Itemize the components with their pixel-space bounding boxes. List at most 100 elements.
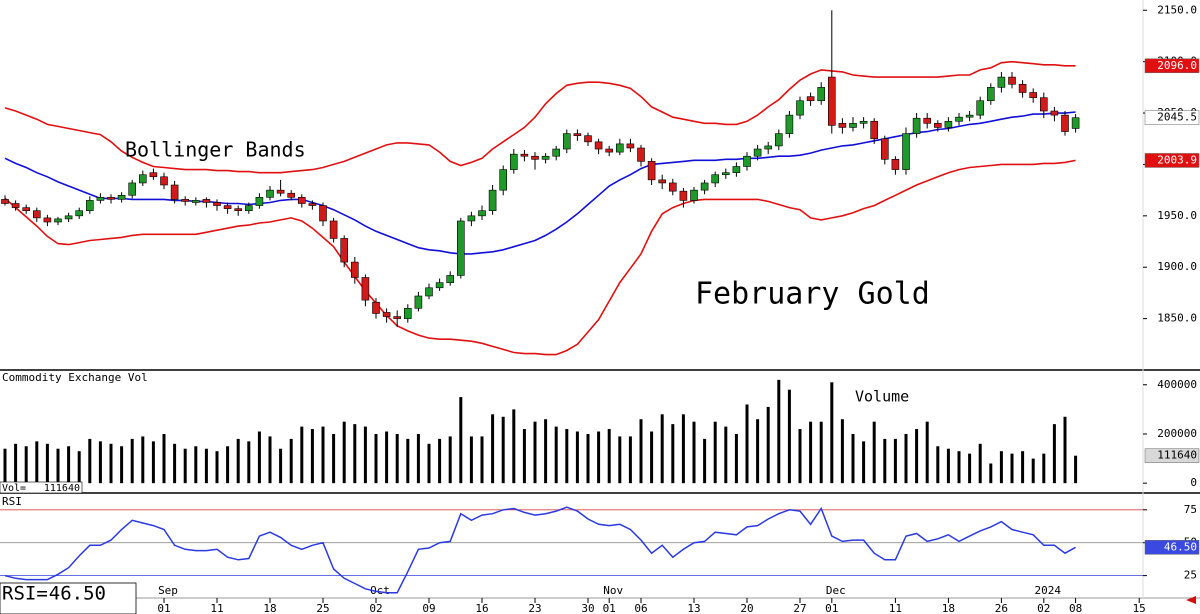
panel-title: RSI: [2, 495, 22, 508]
candle-body: [637, 147, 645, 162]
volume-bar: [1042, 453, 1046, 484]
candle-body: [43, 217, 52, 223]
band-line: [4, 159, 1076, 356]
volume-bar: [141, 436, 145, 484]
volume-bar: [777, 379, 781, 484]
annotation: February Gold: [695, 277, 930, 312]
candle-body: [425, 287, 433, 297]
volume-bar: [639, 419, 643, 484]
volume-bar: [904, 433, 908, 484]
candle-body: [213, 202, 221, 206]
volume-bar: [416, 433, 420, 484]
y-tick-label: 400000: [1157, 378, 1197, 391]
volume-bar: [247, 441, 251, 484]
candle-body: [1018, 83, 1027, 93]
candle-body: [668, 182, 677, 192]
value-box-label: 111640: [1157, 449, 1197, 462]
candle-body: [308, 203, 317, 206]
candle-body: [944, 120, 953, 128]
candle-body: [605, 148, 614, 153]
volume-bar: [650, 431, 654, 484]
month-label: 2024: [1035, 584, 1062, 597]
candle-body: [838, 123, 847, 128]
candle-body: [1050, 110, 1059, 116]
volume-bar: [35, 441, 39, 484]
value-box-label: 2096.0: [1157, 59, 1197, 72]
volume-bar: [56, 448, 60, 484]
candle-body: [139, 174, 147, 184]
value-box: [1144, 540, 1200, 555]
x-tick-label: 30: [581, 602, 594, 614]
volume-bar: [522, 429, 526, 484]
x-tick-label: 13: [687, 602, 700, 614]
candle-body: [499, 169, 508, 191]
candle-body: [562, 133, 571, 150]
volume-bar: [819, 421, 823, 484]
month-label: Sep: [158, 584, 178, 597]
candle-body: [456, 220, 465, 276]
candle-body: [827, 76, 836, 126]
volume-bar: [130, 438, 134, 484]
candle-body: [223, 205, 232, 209]
candle-body: [594, 141, 603, 150]
candle-body: [202, 199, 211, 203]
candle-body: [870, 120, 879, 140]
volume-bar: [469, 436, 473, 484]
candle-body: [1, 199, 9, 204]
candle-body: [382, 312, 391, 317]
candle-body: [181, 199, 189, 202]
candle-body: [414, 295, 423, 309]
scroll-arrow[interactable]: [1186, 596, 1196, 604]
volume-bar: [957, 451, 961, 484]
volume-bar: [183, 448, 187, 484]
candle-body: [955, 116, 963, 122]
volume-bar: [1074, 455, 1078, 484]
candle-body: [923, 117, 932, 124]
volume-bar: [671, 424, 675, 484]
volume-bar: [268, 436, 272, 484]
candle-body: [1040, 97, 1048, 112]
x-tick-label: 01: [603, 602, 616, 614]
annotation: Bollinger Bands: [125, 138, 306, 162]
volume-bar: [3, 448, 7, 484]
readout-box: [0, 582, 137, 614]
volume-bar: [501, 416, 505, 484]
candle-body: [743, 155, 751, 167]
volume-bar: [480, 436, 484, 484]
x-tick-label: 02: [369, 602, 382, 614]
candle-body: [679, 190, 688, 201]
candle-body: [107, 197, 115, 200]
candle-body: [255, 197, 264, 206]
candle-body: [435, 282, 444, 289]
volume-bar: [787, 389, 791, 484]
volume-bar: [883, 438, 887, 484]
volume-bar: [98, 441, 102, 484]
candle-body: [658, 179, 667, 184]
volume-bar: [1052, 424, 1056, 484]
annotation: Volume: [855, 388, 909, 406]
candle-body: [128, 182, 136, 196]
volume-bar: [215, 451, 219, 484]
y-tick-label: 2150.0: [1157, 3, 1197, 16]
candle-body: [976, 100, 985, 116]
candle-body: [1071, 117, 1080, 129]
candle-body: [626, 143, 635, 149]
candle-body: [96, 197, 105, 201]
candle-body: [732, 166, 741, 173]
volume-bar: [565, 429, 569, 484]
y-tick-label: 1850.0: [1157, 312, 1197, 325]
volume-bar: [830, 382, 834, 484]
candle-body: [902, 133, 910, 170]
readout-box: [0, 481, 83, 494]
volume-bar: [607, 429, 611, 484]
volume-bar: [544, 419, 548, 484]
candle-body: [965, 114, 974, 118]
candle-body: [276, 189, 285, 194]
volume-bar: [173, 443, 177, 484]
candle-body: [372, 301, 380, 314]
candle-body: [711, 174, 720, 184]
candle-body: [340, 238, 349, 263]
candle-body: [997, 76, 1006, 88]
readout-label: Vol=: [2, 483, 26, 494]
